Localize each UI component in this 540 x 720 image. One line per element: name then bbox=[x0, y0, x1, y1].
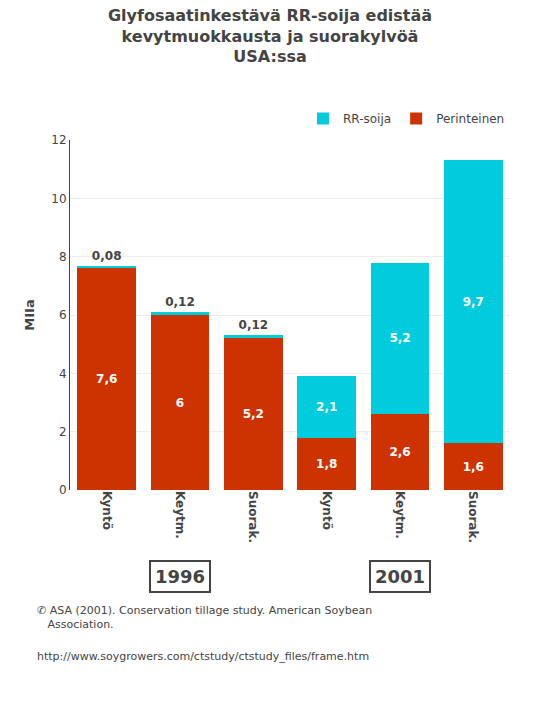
svg-text:6: 6 bbox=[59, 308, 67, 322]
svg-text:Suorak.: Suorak. bbox=[466, 491, 480, 543]
svg-text:0,12: 0,12 bbox=[165, 295, 195, 309]
svg-text:9,7: 9,7 bbox=[463, 295, 484, 309]
svg-text:5,2: 5,2 bbox=[243, 407, 264, 421]
svg-text:4: 4 bbox=[59, 367, 67, 381]
svg-text:2,6: 2,6 bbox=[389, 445, 410, 459]
svg-text:Keytm.: Keytm. bbox=[173, 491, 187, 539]
svg-text:12: 12 bbox=[51, 133, 66, 147]
svg-text:2: 2 bbox=[59, 425, 67, 439]
svg-text:2,1: 2,1 bbox=[316, 400, 337, 414]
svg-text:http://www.soygrowers.com/ctst: http://www.soygrowers.com/ctstudy/ctstud… bbox=[37, 650, 369, 663]
svg-text:Perinteinen: Perinteinen bbox=[436, 112, 504, 126]
svg-text:Suorak.: Suorak. bbox=[246, 491, 260, 543]
svg-text:2001: 2001 bbox=[375, 566, 425, 587]
svg-text:1,8: 1,8 bbox=[316, 457, 337, 471]
svg-text:0: 0 bbox=[59, 483, 67, 497]
svg-text:Kyntö: Kyntö bbox=[100, 491, 114, 530]
svg-text:1,6: 1,6 bbox=[463, 460, 484, 474]
svg-text:MIIa: MIIa bbox=[22, 299, 37, 330]
svg-text:✆ ASA (2001). Conservation til: ✆ ASA (2001). Conservation tillage study… bbox=[37, 604, 372, 631]
svg-text:Glyfosaatinkestävä RR-soija ed: Glyfosaatinkestävä RR-soija edistääkevyt… bbox=[108, 6, 432, 67]
svg-text:Keytm.: Keytm. bbox=[393, 491, 407, 539]
svg-text:8: 8 bbox=[59, 250, 67, 264]
svg-text:6: 6 bbox=[176, 396, 184, 410]
svg-text:7,6: 7,6 bbox=[96, 372, 117, 386]
svg-text:10: 10 bbox=[51, 192, 66, 206]
svg-text:RR-soija: RR-soija bbox=[343, 112, 391, 126]
svg-text:Kyntö: Kyntö bbox=[320, 491, 334, 530]
svg-text:5,2: 5,2 bbox=[389, 331, 410, 345]
svg-text:1996: 1996 bbox=[155, 566, 205, 587]
svg-text:0,12: 0,12 bbox=[239, 318, 269, 332]
svg-text:0,08: 0,08 bbox=[92, 249, 122, 263]
